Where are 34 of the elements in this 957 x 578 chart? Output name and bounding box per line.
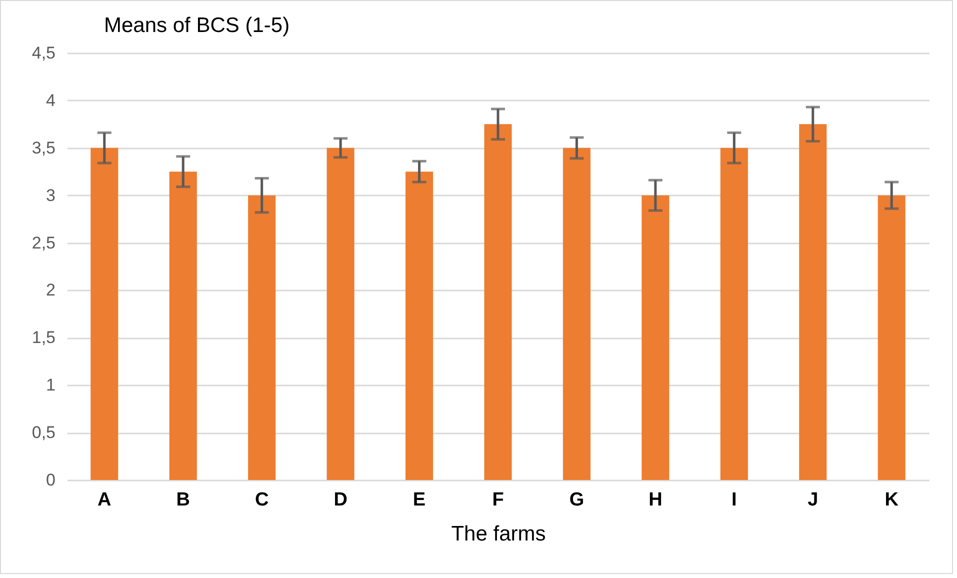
y-tick-label: 3 bbox=[46, 186, 56, 205]
bar bbox=[642, 195, 670, 480]
y-tick-label: 2,5 bbox=[32, 233, 56, 252]
x-tick-label: I bbox=[732, 490, 737, 510]
bar bbox=[720, 148, 748, 480]
y-tick-label: 0 bbox=[46, 470, 56, 490]
chart-title: Means of BCS (1-5) bbox=[104, 14, 290, 37]
bar bbox=[799, 124, 827, 480]
x-axis-title: The farms bbox=[451, 522, 546, 546]
y-tick-label: 4 bbox=[46, 90, 56, 110]
bar bbox=[90, 148, 118, 480]
y-tick-label: 2 bbox=[46, 280, 56, 300]
x-tick-label: J bbox=[808, 490, 818, 510]
x-tick-label: H bbox=[648, 490, 662, 510]
bar bbox=[406, 172, 434, 480]
x-tick-label: F bbox=[492, 490, 504, 510]
bar bbox=[248, 195, 276, 480]
y-tick-label: 1,5 bbox=[32, 328, 56, 348]
x-tick-label: D bbox=[334, 490, 348, 510]
x-tick-label: E bbox=[412, 490, 426, 510]
x-tick-label: C bbox=[254, 490, 269, 510]
bar bbox=[878, 195, 906, 480]
y-tick-label: 0,5 bbox=[32, 423, 56, 442]
x-tick-label: A bbox=[98, 490, 112, 510]
bar bbox=[484, 124, 512, 480]
y-tick-label: 4,5 bbox=[32, 44, 56, 62]
x-tick-label: G bbox=[569, 490, 584, 510]
x-tick-label: K bbox=[884, 490, 899, 510]
bar bbox=[169, 172, 197, 480]
x-tick-label: B bbox=[176, 490, 190, 510]
y-tick-label: 1 bbox=[46, 376, 56, 395]
bar bbox=[562, 148, 590, 480]
y-tick-label: 3,5 bbox=[32, 138, 56, 158]
bar bbox=[326, 148, 354, 480]
